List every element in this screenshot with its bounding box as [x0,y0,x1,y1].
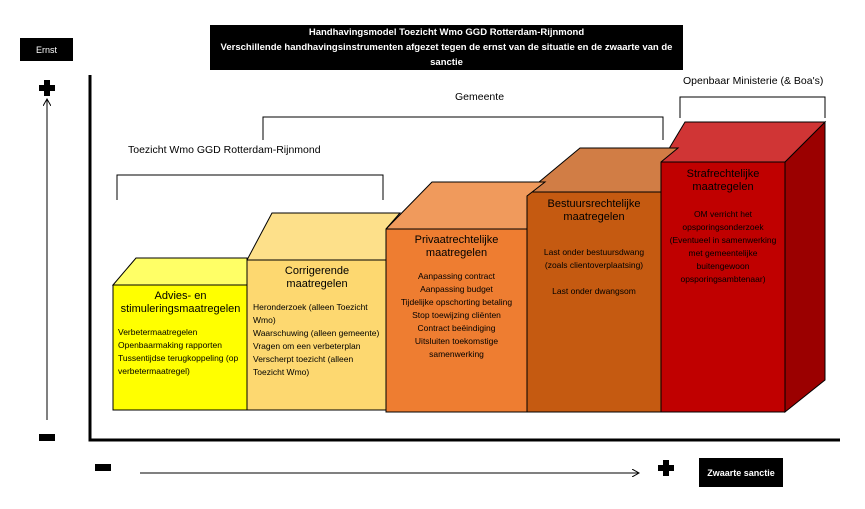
gemeente-label: Gemeente [455,91,505,103]
step-1-block [111,257,248,411]
step-3-item: Uitsluiten toekomstige samenwerking [414,336,499,359]
minus-icon-y [39,434,55,441]
step-4-block [525,147,680,413]
step-5-text: Strafrechtelijke maatregelen OM verricht… [663,168,783,286]
title: Handhavingsmodel Toezicht Wmo GGD Rotter… [308,27,585,38]
step-4-item: Last onder bestuursdwang (zoals clientov… [543,247,645,270]
minus-icon-x [95,464,111,471]
om-label: Openbaar Ministerie (& Boa's) [683,75,824,87]
step-2-block [246,212,402,411]
step-5-block [660,120,827,414]
y-axis [88,75,840,442]
step-5-item: (Eventueel in samenwerking met gemeentel… [669,235,777,284]
step-4-title: Bestuursrechtelijke maatregelen [547,198,641,223]
step-3-text: Privaatrechtelijke maatregelen Aanpassin… [388,234,525,361]
step-2-item: Verscherpt toezicht (alleen Toezicht Wmo… [253,354,354,377]
step-2-title: Corrigerende maatregelen [284,265,350,290]
title-box: Handhavingsmodel Toezicht Wmo GGD Rotter… [210,25,683,70]
step-3-item: Tijdelijke opschorting betaling [400,297,513,307]
subtitle: Verschillende handhavingsinstrumenten af… [220,42,673,68]
step-4-text: Bestuursrechtelijke maatregelen Last ond… [529,198,659,298]
step-4-spacer [529,272,659,285]
step-1-item: Tussentijdse terugkoppeling (op verbeter… [118,353,239,376]
step-1-title: Advies- en stimuleringsmaatregelen [120,290,241,315]
zwaarte-sanctie-label: Zwaarte sanctie [699,458,783,487]
step-3-item: Stop toewijzing cliënten [412,310,501,320]
plus-icon-y [39,80,55,96]
step-5-item: OM verricht het opsporingsonderzoek [682,209,764,232]
step-3-item: Aanpassing budget [420,284,493,294]
gemeente-bracket [262,116,664,140]
toezicht-label: Toezicht Wmo GGD Rotterdam-Rijnmond [128,144,321,156]
step-3-title: Privaatrechtelijke maatregelen [414,234,499,259]
om-bracket [679,96,826,118]
step-5-title: Strafrechtelijke maatregelen [686,168,760,193]
plus-icon-x [658,460,674,476]
step-4-item: Last onder dwangsom [552,286,636,296]
step-3-block [384,181,547,413]
step-2-item: Heronderzoek (alleen Toezicht Wmo) [253,302,368,325]
step-1-text: Advies- en stimuleringsmaatregelen Verbe… [118,290,243,378]
step-2-item: Vragen om een verbeterplan [253,341,361,351]
ernst-label: Ernst [20,38,73,61]
step-2-text: Corrigerende maatregelen Heronderzoek (a… [253,265,381,379]
step-3-item: Aanpassing contract [417,271,496,281]
step-2-item: Waarschuwing (alleen gemeente) [253,328,380,338]
step-1-item: Openbaarmaking rapporten [118,340,222,350]
step-3-item: Contract beëindiging [417,323,496,333]
step-1-item: Verbetermaatregelen [118,327,198,337]
toezicht-bracket [116,174,384,200]
